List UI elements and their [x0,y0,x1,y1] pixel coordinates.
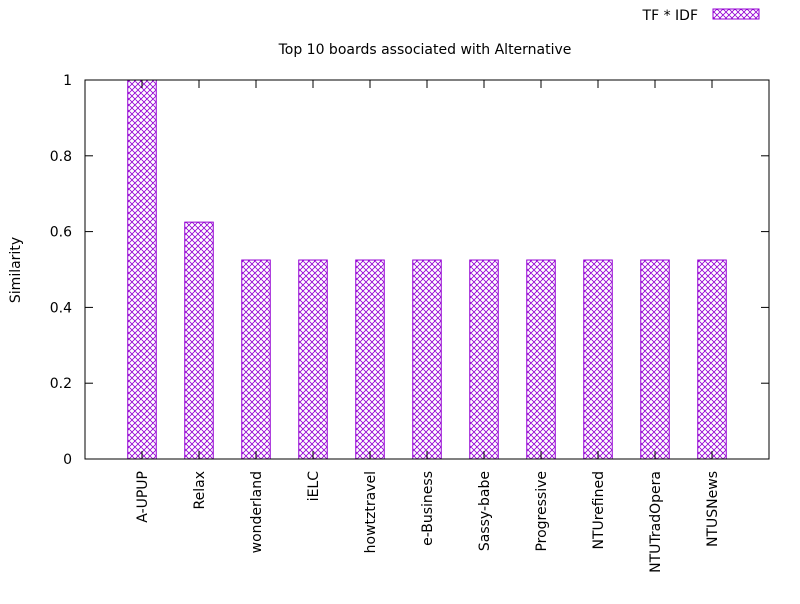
bar-e-Business [412,259,442,460]
bar-Progressive [526,259,556,460]
bar-A-UPUP [127,79,157,460]
y-tick-label: 0.2 [50,376,72,392]
y-tick-label: 1 [63,73,72,89]
x-tick-label: Relax [192,471,208,509]
x-tick-label: iELC [306,471,322,502]
y-tick-label: 0.6 [50,225,72,241]
y-tick-label: 0.4 [50,300,72,316]
legend: TF * IDF [642,8,760,24]
bar-wonderland [241,259,271,460]
y-tick-label: 0 [63,452,72,468]
bar-NTUTradOpera [640,259,670,460]
bar-Sassy-babe [469,259,499,460]
x-tick-label: NTUSNews [705,471,721,547]
bar-howtztravel [355,259,385,460]
y-tick-label: 0.8 [50,149,72,165]
x-tick-label: NTUTradOpera [648,471,664,573]
x-tick-label: howtztravel [363,471,379,553]
ticks-layer: 0 0.2 0.4 0.6 0.8 1 A-UPUP Relax wonderland iELC h… [50,73,769,573]
x-tick-label: e-Business [420,471,436,546]
x-tick-label: NTUrefined [591,471,607,550]
bar-iELC [298,259,328,460]
bar-NTUrefined [583,259,613,460]
bars-layer [127,79,727,460]
legend-swatch [712,8,760,20]
legend-label: TF * IDF [642,8,698,24]
x-tick-label: A-UPUP [135,471,151,523]
x-tick-label: wonderland [249,471,265,553]
x-tick-label: Sassy-babe [477,471,493,551]
chart-title: Top 10 boards associated with Alternativ… [278,42,572,58]
x-tick-label: Progressive [534,471,550,552]
bar-NTUSNews [697,259,727,460]
bar-Relax [184,221,214,460]
y-axis-label: Similarity [8,237,24,303]
